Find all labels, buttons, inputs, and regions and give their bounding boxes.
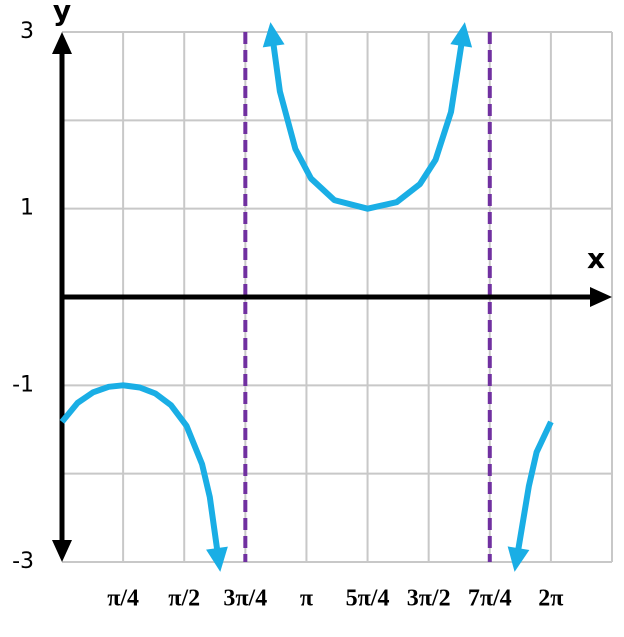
x-tick-label: π/4 xyxy=(107,586,139,612)
y-axis-arrow xyxy=(52,32,72,54)
x-tick-label: 3π/4 xyxy=(223,586,267,612)
x-tick-label: π/2 xyxy=(168,586,200,612)
y-tick-label: -1 xyxy=(12,372,34,397)
y-tick-label: 3 xyxy=(20,19,34,44)
curve-arrow xyxy=(206,546,228,572)
curve-arrow xyxy=(262,22,285,48)
x-tick-label: 3π/2 xyxy=(407,586,451,612)
y-axis-arrow xyxy=(52,540,72,562)
x-tick-label: 5π/4 xyxy=(346,586,390,612)
curve-arrow xyxy=(507,546,530,572)
y-tick-label: 1 xyxy=(20,196,34,221)
y-axis-label: y xyxy=(53,0,71,27)
y-tick-label: -3 xyxy=(12,549,34,574)
x-axis-label: x xyxy=(587,242,605,275)
curve xyxy=(59,31,554,563)
x-tick-label: 2π xyxy=(538,586,563,612)
x-tick-label: π xyxy=(300,586,313,612)
x-tick-label: 7π/4 xyxy=(468,586,512,612)
curve-arrow xyxy=(450,22,473,48)
x-axis-arrow xyxy=(590,287,612,307)
